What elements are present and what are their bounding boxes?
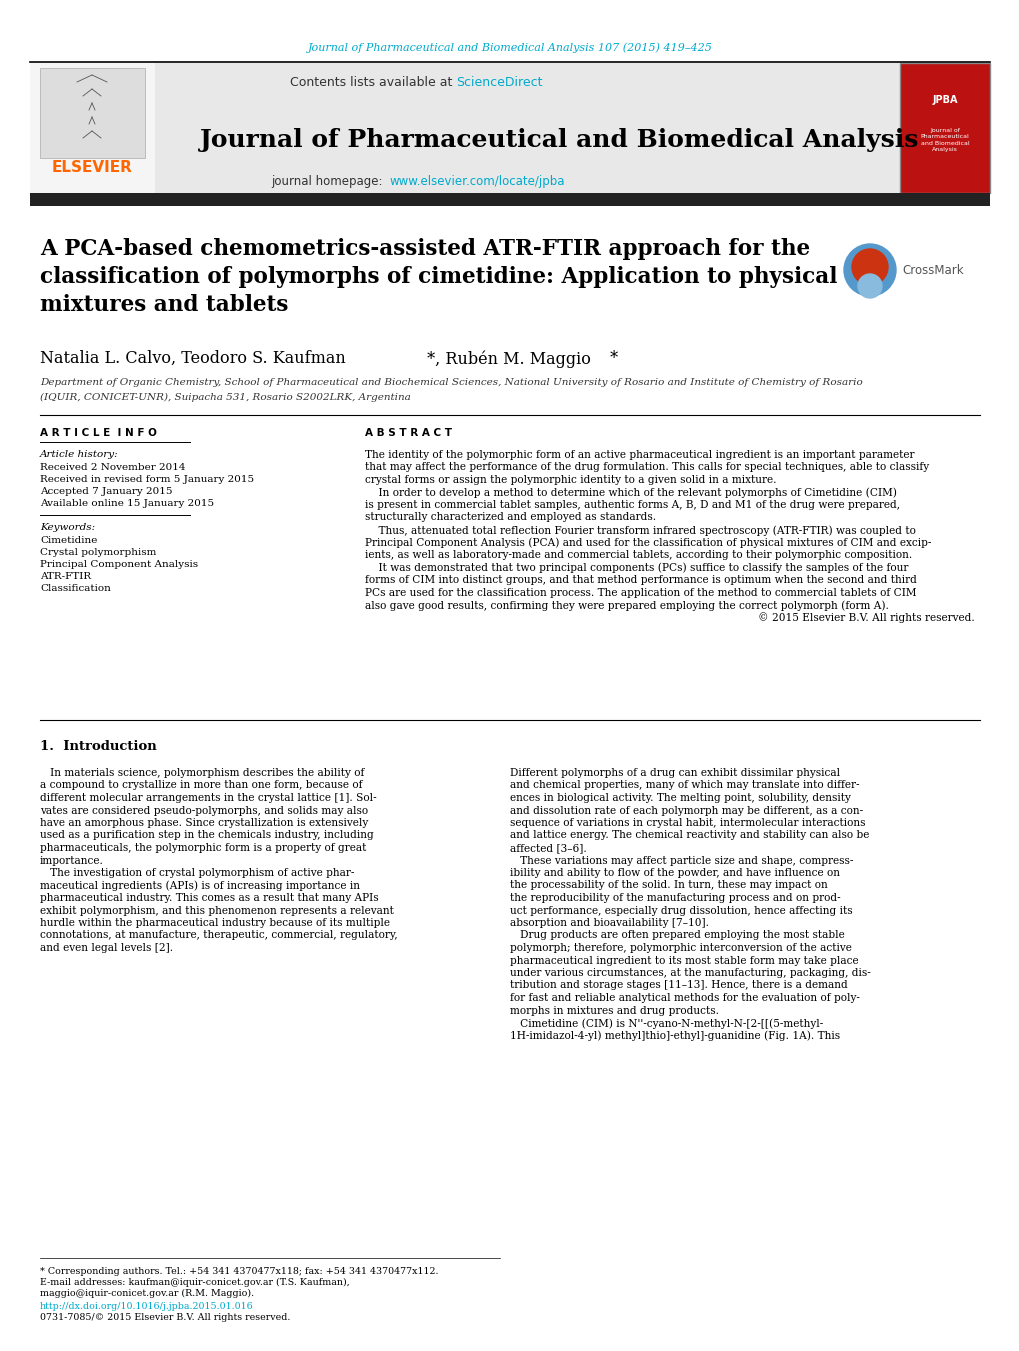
Text: affected [3–6].: affected [3–6]. [510, 843, 586, 852]
Text: pharmaceutical industry. This comes as a result that many APIs: pharmaceutical industry. This comes as a… [40, 893, 378, 902]
Text: Journal of Pharmaceutical and Biomedical Analysis: Journal of Pharmaceutical and Biomedical… [200, 128, 918, 153]
Text: exhibit polymorphism, and this phenomenon represents a relevant: exhibit polymorphism, and this phenomeno… [40, 905, 393, 916]
Text: In order to develop a method to determine which of the relevant polymorphs of Ci: In order to develop a method to determin… [365, 488, 896, 499]
Text: and lattice energy. The chemical reactivity and stability can also be: and lattice energy. The chemical reactiv… [510, 831, 868, 840]
Text: under various circumstances, at the manufacturing, packaging, dis-: under various circumstances, at the manu… [510, 969, 870, 978]
Text: Principal Component Analysis: Principal Component Analysis [40, 561, 198, 569]
Text: ients, as well as laboratory-made and commercial tablets, according to their pol: ients, as well as laboratory-made and co… [365, 550, 911, 561]
Text: *, Rubén M. Maggio: *, Rubén M. Maggio [422, 350, 590, 367]
Text: www.elsevier.com/locate/jpba: www.elsevier.com/locate/jpba [389, 176, 565, 189]
Text: that may affect the performance of the drug formulation. This calls for special : that may affect the performance of the d… [365, 462, 928, 473]
Bar [899, 63, 989, 193]
Text: different molecular arrangements in the crystal lattice [1]. Sol-: different molecular arrangements in the … [40, 793, 376, 802]
Bar [30, 63, 155, 193]
Text: morphs in mixtures and drug products.: morphs in mixtures and drug products. [510, 1005, 718, 1016]
Text: A B S T R A C T: A B S T R A C T [365, 428, 451, 438]
Text: Principal Component Analysis (PCA) and used for the classification of physical m: Principal Component Analysis (PCA) and u… [365, 538, 930, 549]
Text: Article history:: Article history: [40, 450, 118, 459]
Text: the reproducibility of the manufacturing process and on prod-: the reproducibility of the manufacturing… [510, 893, 840, 902]
Text: sequence of variations in crystal habit, intermolecular interactions: sequence of variations in crystal habit,… [510, 817, 865, 828]
Text: *: * [604, 350, 618, 367]
Text: pharmaceutical ingredient to its most stable form may take place: pharmaceutical ingredient to its most st… [510, 955, 858, 966]
Text: Contents lists available at: Contents lists available at [289, 76, 455, 89]
Text: tribution and storage stages [11–13]. Hence, there is a demand: tribution and storage stages [11–13]. He… [510, 981, 847, 990]
Text: ScienceDirect: ScienceDirect [455, 76, 542, 89]
Text: and even legal levels [2].: and even legal levels [2]. [40, 943, 173, 952]
Text: http://dx.doi.org/10.1016/j.jpba.2015.01.016: http://dx.doi.org/10.1016/j.jpba.2015.01… [40, 1302, 254, 1310]
Text: maggio@iquir-conicet.gov.ar (R.M. Maggio).: maggio@iquir-conicet.gov.ar (R.M. Maggio… [40, 1289, 254, 1298]
Text: Different polymorphs of a drug can exhibit dissimilar physical: Different polymorphs of a drug can exhib… [510, 767, 840, 778]
Text: In materials science, polymorphism describes the ability of: In materials science, polymorphism descr… [40, 767, 364, 778]
Text: journal homepage:: journal homepage: [271, 176, 389, 189]
Text: have an amorphous phase. Since crystallization is extensively: have an amorphous phase. Since crystalli… [40, 817, 368, 828]
Text: importance.: importance. [40, 855, 104, 866]
Text: hurdle within the pharmaceutical industry because of its multiple: hurdle within the pharmaceutical industr… [40, 917, 389, 928]
Text: vates are considered pseudo-polymorphs, and solids may also: vates are considered pseudo-polymorphs, … [40, 805, 368, 816]
Text: Journal of Pharmaceutical and Biomedical Analysis 107 (2015) 419–425: Journal of Pharmaceutical and Biomedical… [308, 43, 711, 53]
Text: for fast and reliable analytical methods for the evaluation of poly-: for fast and reliable analytical methods… [510, 993, 859, 1002]
Circle shape [851, 249, 888, 285]
Text: a compound to crystallize in more than one form, because of: a compound to crystallize in more than o… [40, 781, 362, 790]
Text: Thus, attenuated total reflection Fourier transform infrared spectroscopy (ATR-F: Thus, attenuated total reflection Fourie… [365, 526, 915, 535]
Text: ibility and ability to flow of the powder, and have influence on: ibility and ability to flow of the powde… [510, 867, 840, 878]
Text: polymorph; therefore, polymorphic interconversion of the active: polymorph; therefore, polymorphic interc… [510, 943, 851, 952]
Text: Natalia L. Calvo, Teodoro S. Kaufman: Natalia L. Calvo, Teodoro S. Kaufman [40, 350, 345, 367]
Text: structurally characterized and employed as standards.: structurally characterized and employed … [365, 512, 655, 523]
Text: Accepted 7 January 2015: Accepted 7 January 2015 [40, 486, 172, 496]
Circle shape [843, 245, 895, 296]
Text: * Corresponding authors. Tel.: +54 341 4370477x118; fax: +54 341 4370477x112.: * Corresponding authors. Tel.: +54 341 4… [40, 1267, 438, 1275]
Text: Classification: Classification [40, 584, 111, 593]
Text: ATR-FTIR: ATR-FTIR [40, 571, 91, 581]
Text: It was demonstrated that two principal components (PCs) suffice to classify the : It was demonstrated that two principal c… [365, 562, 908, 573]
Text: connotations, at manufacture, therapeutic, commercial, regulatory,: connotations, at manufacture, therapeuti… [40, 931, 397, 940]
Text: CrossMark: CrossMark [901, 263, 963, 277]
Bar [30, 193, 989, 205]
Text: absorption and bioavailability [7–10].: absorption and bioavailability [7–10]. [510, 917, 708, 928]
Text: is present in commercial tablet samples, authentic forms A, B, D and M1 of the d: is present in commercial tablet samples,… [365, 500, 899, 509]
Text: used as a purification step in the chemicals industry, including: used as a purification step in the chemi… [40, 831, 373, 840]
Text: 0731-7085/© 2015 Elsevier B.V. All rights reserved.: 0731-7085/© 2015 Elsevier B.V. All right… [40, 1313, 290, 1323]
Text: Cimetidine (CIM) is N''-cyano-N-methyl-N-[2-[[(5-methyl-: Cimetidine (CIM) is N''-cyano-N-methyl-N… [510, 1019, 822, 1028]
Text: JPBA: JPBA [931, 95, 957, 105]
Text: PCs are used for the classification process. The application of the method to co: PCs are used for the classification proc… [365, 588, 916, 597]
Text: ELSEVIER: ELSEVIER [52, 159, 132, 174]
Text: The investigation of crystal polymorphism of active phar-: The investigation of crystal polymorphis… [40, 867, 354, 878]
Text: and chemical properties, many of which may translate into differ-: and chemical properties, many of which m… [510, 781, 859, 790]
Text: Received in revised form 5 January 2015: Received in revised form 5 January 2015 [40, 476, 254, 484]
Text: the processability of the solid. In turn, these may impact on: the processability of the solid. In turn… [510, 881, 827, 890]
Text: 1H-imidazol-4-yl) methyl]thio]-ethyl]-guanidine (Fig. 1A). This: 1H-imidazol-4-yl) methyl]thio]-ethyl]-gu… [510, 1031, 840, 1042]
Text: and dissolution rate of each polymorph may be different, as a con-: and dissolution rate of each polymorph m… [510, 805, 862, 816]
Text: Crystal polymorphism: Crystal polymorphism [40, 549, 156, 557]
Text: The identity of the polymorphic form of an active pharmaceutical ingredient is a: The identity of the polymorphic form of … [365, 450, 914, 459]
Text: Department of Organic Chemistry, School of Pharmaceutical and Biochemical Scienc: Department of Organic Chemistry, School … [40, 378, 862, 386]
Text: ences in biological activity. The melting point, solubility, density: ences in biological activity. The meltin… [510, 793, 850, 802]
Text: Drug products are often prepared employing the most stable: Drug products are often prepared employi… [510, 931, 844, 940]
Text: Received 2 November 2014: Received 2 November 2014 [40, 463, 185, 471]
Text: A R T I C L E  I N F O: A R T I C L E I N F O [40, 428, 157, 438]
Text: Keywords:: Keywords: [40, 523, 95, 532]
Text: Available online 15 January 2015: Available online 15 January 2015 [40, 499, 214, 508]
Text: These variations may affect particle size and shape, compress-: These variations may affect particle siz… [510, 855, 853, 866]
Text: Journal of
Pharmaceutical
and Biomedical
Analysis: Journal of Pharmaceutical and Biomedical… [920, 128, 968, 151]
Text: (IQUIR, CONICET-UNR), Suipacha 531, Rosario S2002LRK, Argentina: (IQUIR, CONICET-UNR), Suipacha 531, Rosa… [40, 393, 411, 403]
Text: © 2015 Elsevier B.V. All rights reserved.: © 2015 Elsevier B.V. All rights reserved… [757, 612, 974, 623]
Text: forms of CIM into distinct groups, and that method performance is optimum when t: forms of CIM into distinct groups, and t… [365, 576, 916, 585]
Text: E-mail addresses: kaufman@iquir-conicet.gov.ar (T.S. Kaufman),: E-mail addresses: kaufman@iquir-conicet.… [40, 1278, 350, 1288]
Text: pharmaceuticals, the polymorphic form is a property of great: pharmaceuticals, the polymorphic form is… [40, 843, 366, 852]
Text: A PCA-based chemometrics-assisted ATR-FTIR approach for the
classification of po: A PCA-based chemometrics-assisted ATR-FT… [40, 238, 837, 316]
Text: Cimetidine: Cimetidine [40, 536, 97, 544]
Circle shape [857, 274, 881, 299]
Text: crystal forms or assign the polymorphic identity to a given solid in a mixture.: crystal forms or assign the polymorphic … [365, 476, 775, 485]
Text: uct performance, especially drug dissolution, hence affecting its: uct performance, especially drug dissolu… [510, 905, 852, 916]
Text: also gave good results, confirming they were prepared employing the correct poly: also gave good results, confirming they … [365, 600, 888, 611]
Text: maceutical ingredients (APIs) is of increasing importance in: maceutical ingredients (APIs) is of incr… [40, 881, 360, 892]
Text: 1.  Introduction: 1. Introduction [40, 740, 157, 753]
Bar [40, 68, 145, 158]
Bar [30, 63, 899, 193]
